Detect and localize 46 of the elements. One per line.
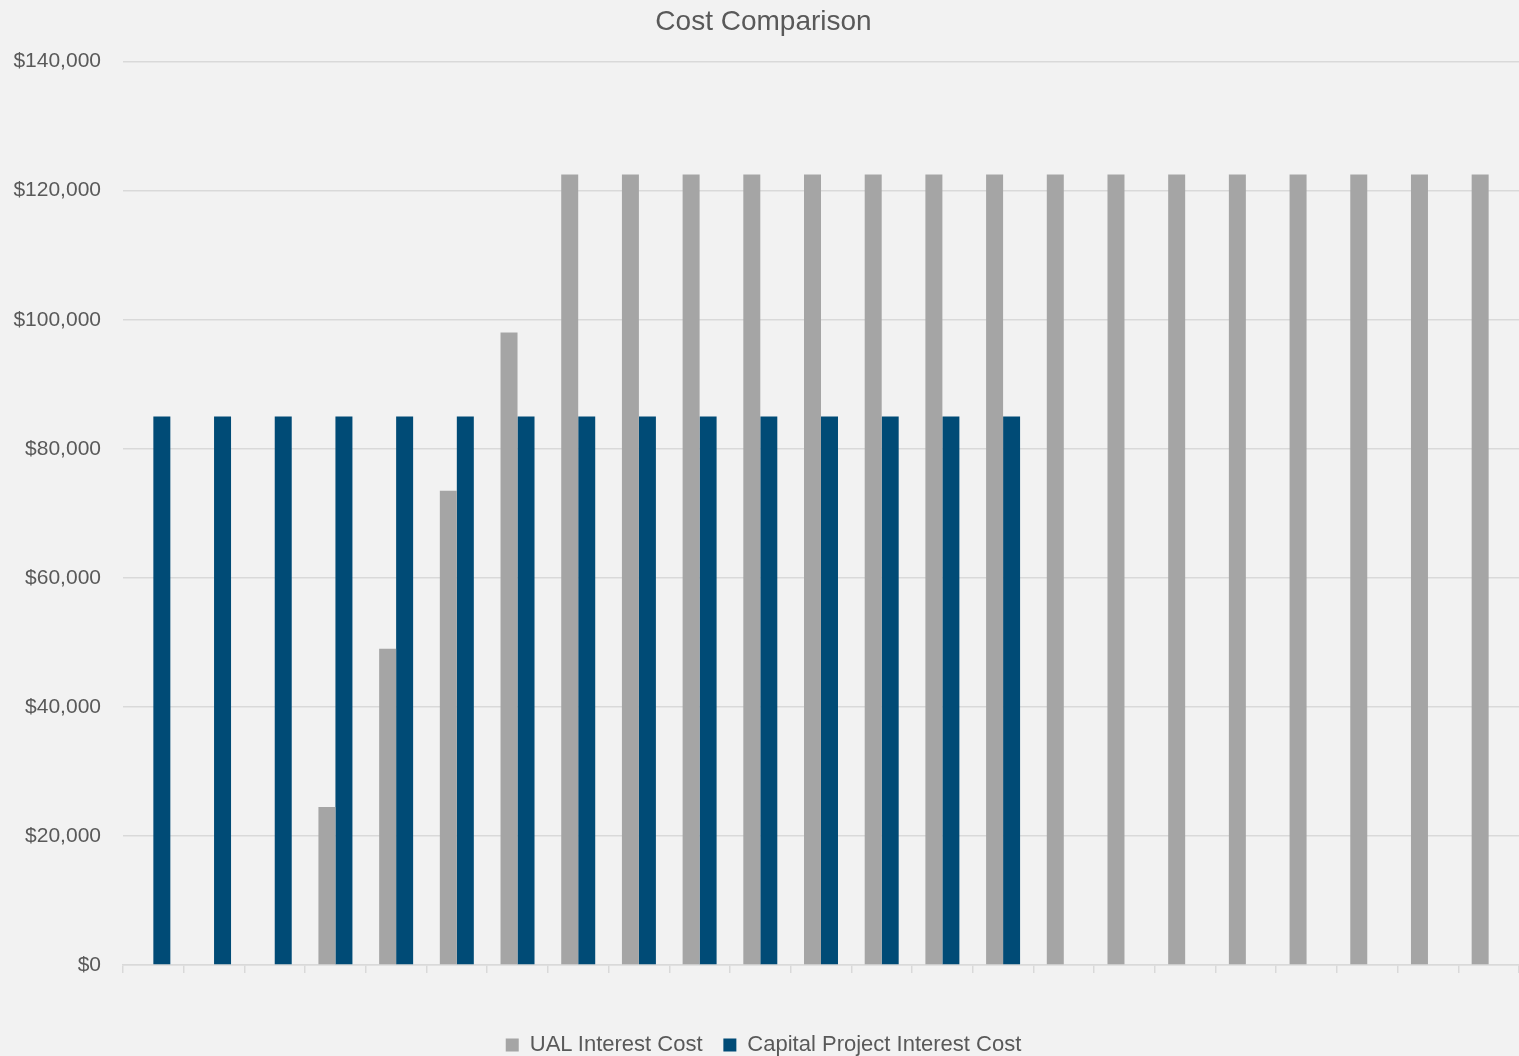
chart-title: Cost Comparison xyxy=(655,4,872,36)
bar xyxy=(804,174,821,965)
legend-label: Capital Project Interest Cost xyxy=(747,1031,1022,1056)
bar xyxy=(517,416,535,965)
bar xyxy=(1289,174,1307,965)
y-tick-label: $140,000 xyxy=(13,48,101,72)
y-tick-label: $100,000 xyxy=(13,306,101,330)
bar xyxy=(153,416,171,965)
y-tick-label: $60,000 xyxy=(25,564,101,588)
bar xyxy=(1046,174,1064,965)
bar xyxy=(1107,174,1125,965)
y-tick-label: $0 xyxy=(77,951,101,975)
y-tick-label: $80,000 xyxy=(25,435,101,459)
y-tick-label: $20,000 xyxy=(25,822,101,846)
bar xyxy=(561,174,579,965)
bar xyxy=(578,416,596,965)
bar xyxy=(214,416,232,965)
bar xyxy=(379,648,397,965)
bar xyxy=(682,174,700,965)
bar xyxy=(274,416,292,965)
bar xyxy=(699,416,717,965)
bar xyxy=(864,174,882,965)
bar xyxy=(621,174,639,965)
bar xyxy=(1410,174,1428,965)
bar xyxy=(318,806,336,965)
bar xyxy=(1168,174,1186,965)
bar xyxy=(456,416,474,965)
y-tick-label: $120,000 xyxy=(13,177,101,201)
bar xyxy=(942,416,960,965)
bar xyxy=(821,416,838,965)
bar xyxy=(1471,174,1489,965)
bar xyxy=(986,174,1004,965)
bar xyxy=(638,416,656,965)
bar xyxy=(1350,174,1368,965)
bar xyxy=(500,332,518,965)
bar xyxy=(881,416,899,965)
legend-label: UAL Interest Cost xyxy=(529,1031,703,1056)
bar xyxy=(743,174,761,965)
bar xyxy=(1228,174,1246,965)
y-tick-label: $40,000 xyxy=(25,693,101,717)
bar xyxy=(335,416,353,965)
bar xyxy=(439,490,457,965)
bar xyxy=(396,416,414,965)
bar xyxy=(925,174,943,965)
bar xyxy=(1003,416,1021,965)
bar xyxy=(760,416,778,965)
